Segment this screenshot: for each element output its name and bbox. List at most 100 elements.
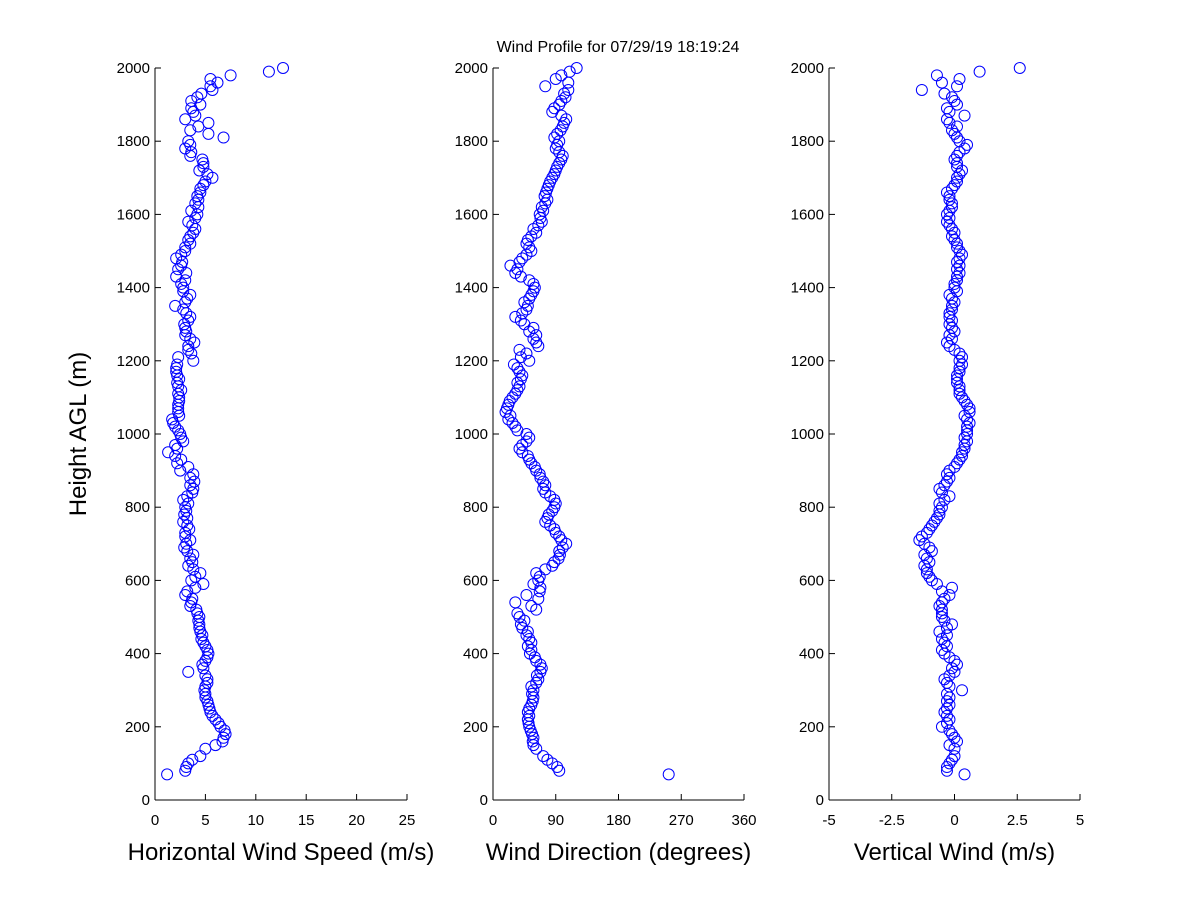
data-point — [509, 310, 522, 323]
data-point — [506, 417, 519, 430]
data-point — [175, 431, 188, 444]
data-point — [948, 281, 961, 294]
data-point — [186, 219, 199, 232]
data-point — [187, 482, 200, 495]
data-point — [189, 197, 202, 210]
data-point — [530, 336, 543, 349]
data-point — [945, 91, 958, 104]
data-point — [958, 768, 971, 781]
y-tick-label: 600 — [125, 572, 150, 589]
data-point — [209, 713, 222, 726]
data-point — [951, 369, 964, 382]
data-point — [940, 709, 953, 722]
data-point — [943, 698, 956, 711]
data-point — [169, 449, 182, 462]
data-point — [179, 764, 192, 777]
data-point — [930, 69, 943, 82]
data-point — [951, 98, 964, 111]
x-tick-label: 360 — [731, 812, 756, 829]
data-point — [196, 658, 209, 671]
data-point — [563, 65, 576, 78]
data-point — [182, 559, 195, 572]
data-point — [943, 757, 956, 770]
data-point — [940, 695, 953, 708]
data-point — [533, 208, 546, 221]
data-point — [935, 501, 948, 514]
y-tick-label: 200 — [799, 719, 824, 736]
data-point — [953, 384, 966, 397]
y-tick-label: 800 — [125, 499, 150, 516]
data-point — [201, 676, 214, 689]
data-point — [973, 65, 986, 78]
data-point — [530, 226, 543, 239]
data-point — [938, 706, 951, 719]
data-point — [953, 72, 966, 85]
data-point — [948, 296, 961, 309]
data-point — [953, 380, 966, 393]
y-tick-label: 1200 — [455, 353, 488, 370]
x-tick-label: 2.5 — [1007, 812, 1028, 829]
y-tick-label: 2000 — [455, 60, 488, 77]
y-tick-label: 800 — [799, 499, 824, 516]
data-point — [166, 413, 179, 426]
data-point — [943, 691, 956, 704]
data-point — [945, 299, 958, 312]
data-point — [190, 603, 203, 616]
data-point — [179, 501, 192, 514]
x-tick-label: 180 — [606, 812, 631, 829]
data-point — [920, 567, 933, 580]
data-point — [516, 446, 529, 459]
data-point — [948, 127, 961, 140]
data-point — [177, 515, 190, 528]
y-tick-label: 400 — [799, 646, 824, 663]
y-tick-label: 400 — [125, 646, 150, 663]
data-point — [935, 603, 948, 616]
data-point — [171, 358, 184, 371]
data-point — [514, 618, 527, 631]
data-point — [184, 149, 197, 162]
data-point — [172, 351, 185, 364]
data-point — [537, 750, 550, 763]
data-point — [182, 757, 195, 770]
data-point — [945, 197, 958, 210]
data-point — [511, 362, 524, 375]
data-point — [948, 226, 961, 239]
data-point — [940, 764, 953, 777]
data-point — [513, 442, 526, 455]
y-tick-label: 1600 — [791, 206, 824, 223]
data-point — [191, 190, 204, 203]
data-point — [948, 731, 961, 744]
x-tick-label: 5 — [201, 812, 209, 829]
data-point — [211, 76, 224, 89]
data-point — [196, 153, 209, 166]
data-point — [548, 523, 561, 536]
data-point — [956, 391, 969, 404]
data-point — [940, 687, 953, 700]
data-point — [509, 596, 522, 609]
data-point — [185, 347, 198, 360]
data-point — [528, 651, 541, 664]
x-axis-label: Wind Direction (degrees) — [486, 839, 751, 866]
data-point — [537, 475, 550, 488]
y-tick-label: 1000 — [455, 426, 488, 443]
figure-title: Wind Profile for 07/29/19 18:19:24 — [497, 39, 740, 56]
data-point — [530, 742, 543, 755]
data-point — [548, 131, 561, 144]
data-point — [945, 230, 958, 243]
data-point — [179, 321, 192, 334]
data-point — [553, 135, 566, 148]
data-point — [562, 76, 575, 89]
x-tick-label: 0 — [489, 812, 497, 829]
data-point — [943, 680, 956, 693]
data-point — [953, 354, 966, 367]
data-point — [527, 578, 540, 591]
data-point — [187, 548, 200, 561]
data-point — [195, 87, 208, 100]
data-point — [940, 717, 953, 730]
data-point — [212, 717, 225, 730]
data-point — [204, 706, 217, 719]
data-point — [277, 62, 290, 74]
x-tick-label: 270 — [669, 812, 694, 829]
data-point — [948, 750, 961, 763]
y-tick-label: 0 — [480, 792, 488, 809]
